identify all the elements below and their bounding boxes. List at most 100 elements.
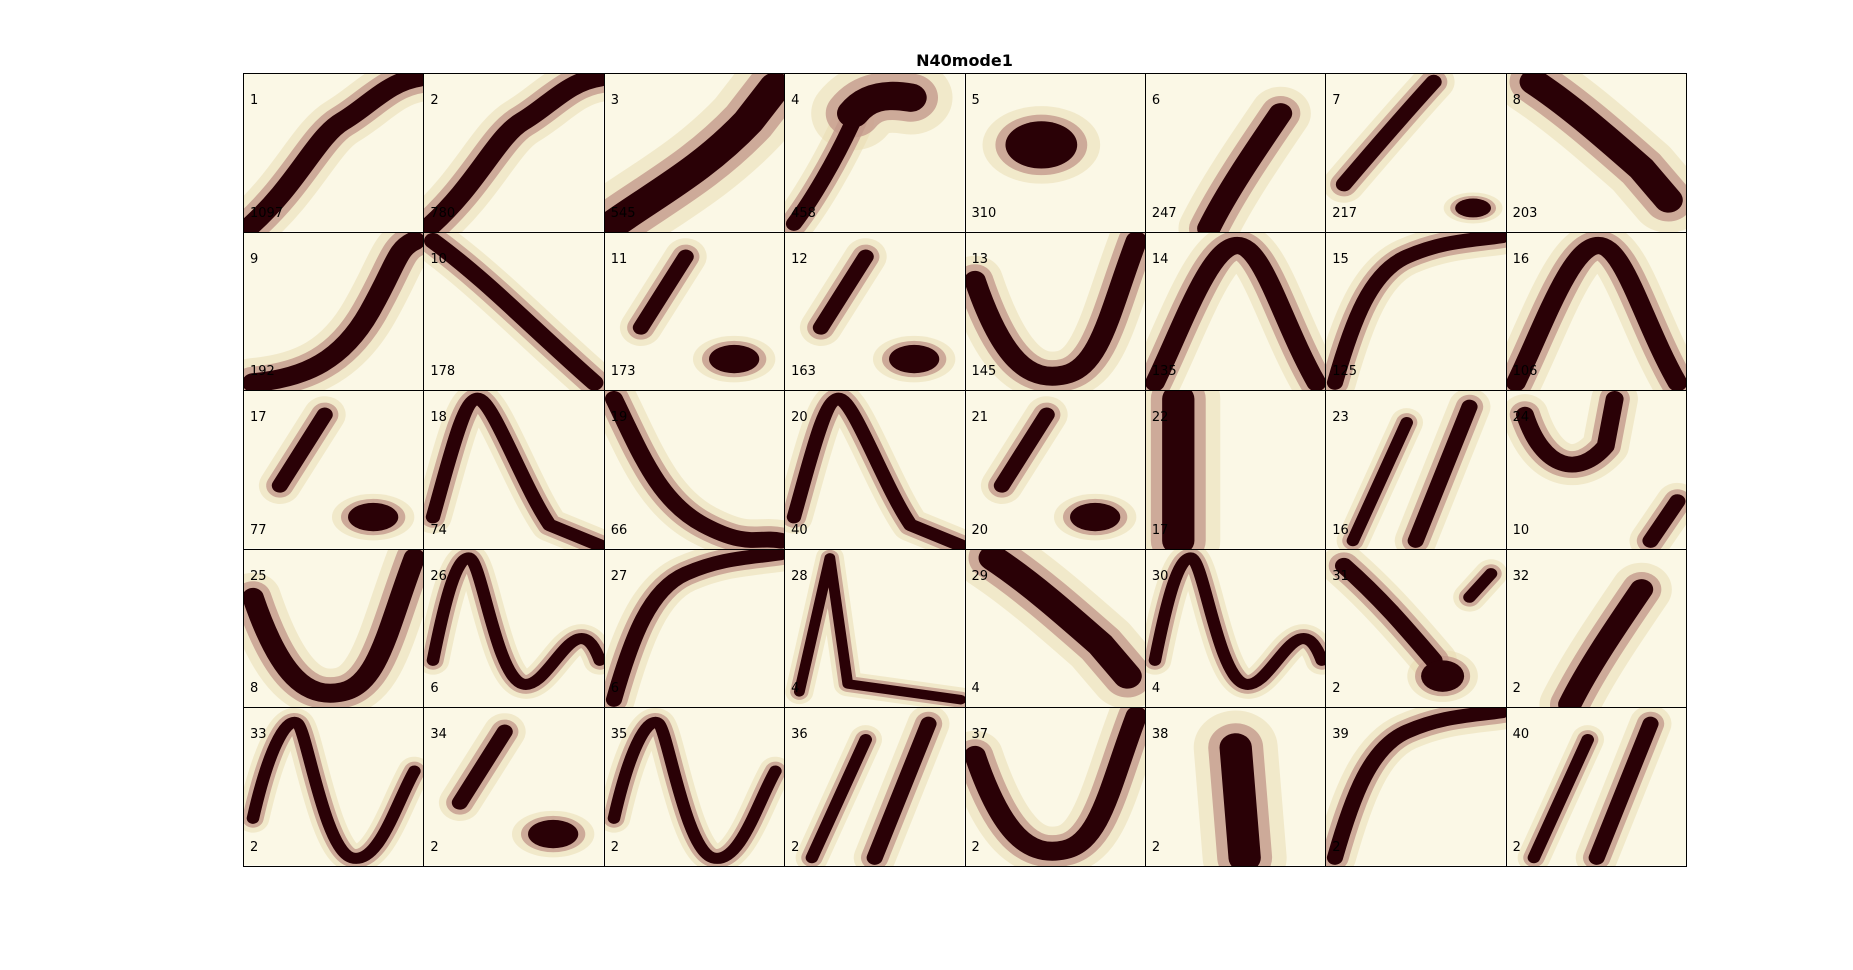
density-mark	[427, 552, 604, 690]
panel-id-label: 22	[1151, 410, 1169, 426]
panel-count-label: 135	[1151, 364, 1177, 380]
panel-id-label: 25	[250, 568, 267, 584]
heatmap-panel: 16 106	[1505, 231, 1687, 392]
heatmap-panel: 7 217	[1325, 73, 1507, 233]
panel-id-label: 20	[791, 410, 808, 426]
panel-id-label: 40	[1512, 727, 1530, 743]
heatmap-panel: 33 2	[243, 707, 425, 867]
panel-count-label: 2	[610, 839, 620, 855]
panel-count-label: 545	[610, 205, 636, 221]
density-mark	[1527, 734, 1594, 864]
density-mark	[452, 724, 514, 811]
panel-id-label: 2	[430, 93, 439, 108]
density-map	[1506, 232, 1686, 391]
density-mark	[786, 114, 862, 231]
panel-id-label: 21	[971, 410, 989, 426]
heatmap-panel: 3 545	[603, 73, 786, 233]
density-map	[785, 549, 965, 708]
panel-count-label: 2	[1512, 839, 1521, 855]
density-mark	[1421, 660, 1465, 692]
panel-count-label: 192	[250, 364, 275, 380]
panel-count-label: 4	[791, 681, 800, 697]
density-mark	[812, 249, 874, 335]
density-map	[1145, 232, 1326, 391]
chart-title: N40mode1	[916, 51, 1013, 70]
density-map	[424, 232, 604, 391]
heatmap-panel: 14 135	[1144, 231, 1327, 392]
panel-id-label: 8	[1512, 93, 1521, 108]
density-map	[785, 708, 965, 866]
density-mark	[246, 717, 421, 865]
panel-count-label: 2	[1151, 839, 1161, 855]
density-mark	[889, 344, 940, 373]
panel-count-label: 4	[971, 681, 980, 697]
density-mark	[632, 249, 694, 335]
heatmap-panel: 27 6	[603, 548, 786, 709]
density-mark	[607, 717, 782, 865]
panel-id-label: 28	[791, 568, 808, 584]
panel-count-label: 780	[430, 205, 456, 221]
heatmap-panel: 18 74	[423, 390, 605, 550]
panel-count-label: 125	[1332, 364, 1358, 380]
panel-id-label: 10	[430, 251, 447, 267]
density-map	[1326, 232, 1506, 391]
heatmap-panel: 26 6	[423, 548, 605, 709]
panel-id-label: 29	[971, 568, 989, 584]
density-map	[244, 708, 424, 866]
panel-id-label: 19	[610, 410, 628, 426]
panel-count-label: 77	[250, 522, 267, 538]
density-map	[1506, 74, 1686, 232]
density-map	[785, 391, 965, 549]
heatmap-panel: 31 2	[1325, 548, 1507, 709]
panel-id-label: 9	[250, 251, 259, 267]
density-map	[965, 232, 1145, 391]
heatmap-panel: 30 4	[1144, 548, 1327, 709]
density-map	[1506, 708, 1686, 866]
panel-id-label: 5	[971, 93, 980, 108]
density-mark	[794, 552, 965, 705]
density-map	[965, 391, 1145, 549]
density-map	[1506, 391, 1686, 549]
panel-id-label: 18	[430, 410, 447, 426]
panel-grid: 1 1097 2 780 3 545 4 458 5 310 6 247 7 217 8 203 9 192 10 1…	[243, 73, 1687, 867]
density-map	[244, 391, 424, 549]
panel-count-label: 40	[791, 522, 808, 538]
panel-id-label: 11	[610, 251, 628, 267]
density-mark	[965, 708, 1145, 861]
density-mark	[866, 717, 937, 866]
panel-id-label: 33	[250, 727, 267, 743]
panel-count-label: 6	[610, 681, 620, 697]
density-map	[1326, 391, 1506, 549]
density-map	[1326, 74, 1506, 232]
density-mark	[1145, 236, 1326, 391]
density-mark	[424, 232, 604, 391]
panel-id-label: 15	[1332, 251, 1349, 267]
panel-count-label: 10	[1512, 522, 1530, 538]
panel-id-label: 32	[1512, 568, 1530, 584]
heatmap-panel: 35 2	[603, 707, 786, 867]
panel-id-label: 1	[250, 93, 259, 108]
panel-count-label: 2	[1332, 681, 1341, 697]
density-mark	[426, 392, 604, 549]
panel-count-label: 2	[430, 839, 439, 855]
density-mark	[805, 734, 873, 864]
heatmap-panel: 24 10	[1505, 390, 1687, 550]
density-map	[785, 74, 965, 232]
panel-count-label: 173	[610, 364, 636, 380]
heatmap-panel: 23 16	[1325, 390, 1507, 550]
density-map	[604, 391, 785, 549]
panel-id-label: 27	[610, 568, 628, 584]
density-mark	[244, 232, 424, 391]
density-map	[965, 708, 1145, 866]
panel-id-label: 17	[250, 410, 267, 426]
heatmap-panel: 12 163	[784, 231, 966, 392]
density-mark	[1196, 103, 1293, 232]
density-map	[604, 708, 785, 866]
density-mark	[1148, 552, 1326, 690]
density-mark	[1219, 733, 1261, 866]
density-mark	[1327, 708, 1506, 866]
density-mark	[1004, 121, 1077, 169]
panel-count-label: 74	[430, 522, 447, 538]
panel-count-label: 106	[1512, 364, 1538, 380]
